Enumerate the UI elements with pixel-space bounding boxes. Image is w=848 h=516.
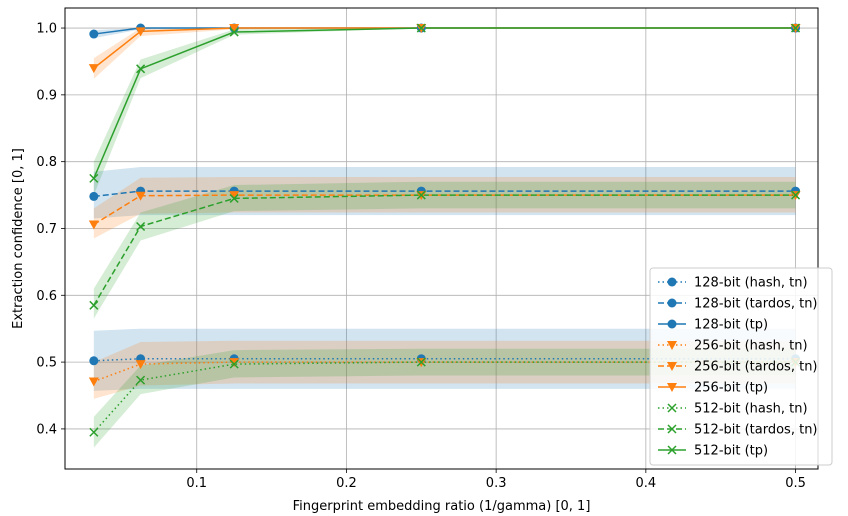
y-tick-label: 0.8 [36, 155, 57, 170]
legend-label-256-bit-hash-tn: 256-bit (hash, tn) [694, 339, 808, 354]
point-256-bit-tardos-tn [135, 191, 146, 201]
legend-label-128-bit-tp: 128-bit (tp) [694, 318, 768, 333]
x-tick-label: 0.4 [635, 476, 656, 491]
legend-marker-512-bit-tardos-tn [667, 424, 677, 434]
point-512-bit-tp [416, 23, 426, 33]
x-axis-label: Fingerprint embedding ratio (1/gamma) [0… [293, 499, 591, 514]
point-256-bit-tp [135, 27, 146, 37]
y-tick-label: 0.5 [36, 356, 57, 371]
point-512-bit-hash-tn [136, 375, 146, 385]
x-tick-label: 0.5 [785, 476, 806, 491]
y-tick-label: 0.9 [36, 88, 57, 103]
legend-marker-256-bit-hash-tn [667, 341, 677, 350]
point-128-bit-tardos-tn [89, 191, 99, 201]
point-512-bit-tardos-tn [791, 190, 801, 200]
legend-label-256-bit-tardos-tn: 256-bit (tardos, tn) [694, 360, 818, 375]
point-256-bit-tardos-tn [88, 220, 99, 230]
legend-box [649, 267, 833, 466]
point-256-bit-tp [88, 64, 99, 74]
plot-frame [64, 7, 819, 470]
point-256-bit-hash-tn [135, 360, 146, 370]
x-tick-label: 0.2 [336, 476, 357, 491]
point-512-bit-tp [229, 27, 239, 37]
y-axis-label: Extraction confidence [0, 1] [11, 148, 26, 329]
legend: 128-bit (hash, tn) 128-bit (tardos, tn) 12… [649, 267, 833, 466]
point-512-bit-tardos-tn [416, 190, 426, 200]
series-markers [88, 23, 801, 437]
point-256-bit-hash-tn [88, 377, 99, 387]
point-128-bit-tp [89, 29, 99, 39]
point-512-bit-hash-tn [229, 359, 239, 369]
y-tick-label: 1.0 [36, 22, 57, 37]
legend-marker-128-bit-tp [667, 319, 677, 329]
legend-marker-512-bit-hash-tn [667, 403, 677, 413]
band-256-bit-tp [93, 28, 796, 79]
point-512-bit-tardos-tn [229, 193, 239, 203]
point-512-bit-hash-tn [89, 427, 99, 437]
legend-label-512-bit-tardos-tn: 512-bit (tardos, tn) [694, 423, 818, 438]
legend-label-512-bit-tp: 512-bit (tp) [694, 444, 768, 459]
legend-label-256-bit-tp: 256-bit (tp) [694, 381, 768, 396]
y-axis-ticks: 0.4 0.5 0.6 0.7 0.8 0.9 1.0 [36, 22, 65, 437]
x-tick-label: 0.3 [486, 476, 507, 491]
point-512-bit-tp [791, 23, 801, 33]
point-256-bit-tardos-tn [229, 191, 240, 201]
legend-label-512-bit-hash-tn: 512-bit (hash, tn) [694, 402, 808, 417]
line-256-bit-hash-tn [93, 361, 796, 383]
legend-marker-512-bit-tp [667, 445, 677, 455]
y-tick-label: 0.6 [36, 289, 57, 304]
band-256-bit-hash-tn [93, 340, 796, 399]
legend-marker-256-bit-tardos-tn [667, 362, 677, 371]
band-128-bit-tardos-tn [93, 167, 796, 219]
point-512-bit-tp [136, 64, 146, 74]
y-tick-label: 0.7 [36, 222, 57, 237]
point-512-bit-tardos-tn [89, 300, 99, 310]
legend-marker-128-bit-hash-tn [667, 277, 677, 287]
point-256-bit-tp [229, 24, 240, 34]
band-128-bit-hash-tn [93, 328, 796, 391]
legend-label-128-bit-hash-tn: 128-bit (hash, tn) [694, 276, 808, 291]
point-512-bit-tp [89, 173, 99, 183]
point-512-bit-hash-tn [416, 357, 426, 367]
band-512-bit-hash-tn [93, 348, 796, 448]
legend-marker-256-bit-tp [667, 383, 677, 392]
band-256-bit-tardos-tn [93, 177, 796, 239]
legend-label-128-bit-tardos-tn: 128-bit (tardos, tn) [694, 297, 818, 312]
point-512-bit-tardos-tn [136, 221, 146, 232]
x-axis-ticks: 0.1 0.2 0.3 0.4 0.5 [186, 469, 806, 491]
point-128-bit-hash-tn [89, 356, 99, 366]
legend-marker-128-bit-tardos-tn [667, 298, 677, 308]
y-tick-label: 0.4 [36, 422, 57, 437]
x-tick-label: 0.1 [186, 476, 207, 491]
point-256-bit-hash-tn [229, 358, 240, 368]
